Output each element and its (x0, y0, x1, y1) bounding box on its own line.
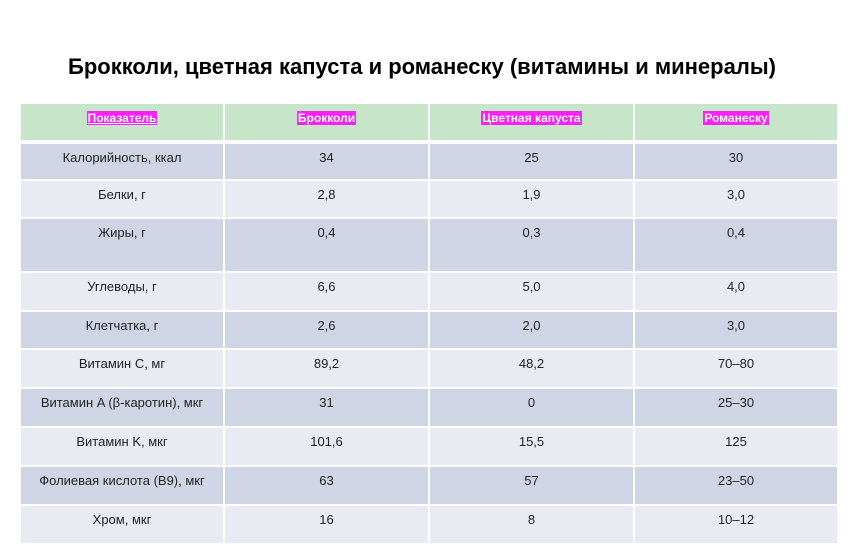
table-cell: Хром, мкг (21, 506, 223, 543)
table-cell: 25 (430, 144, 633, 179)
header-text: Цветная капуста (481, 111, 582, 125)
table-cell: 0,3 (430, 219, 633, 271)
table-cell: Фолиевая кислота (B9), мкг (21, 467, 223, 504)
table-cell: 25–30 (635, 389, 837, 426)
table-cell: 0 (430, 389, 633, 426)
table-cell: 48,2 (430, 350, 633, 387)
table-cell: 63 (225, 467, 428, 504)
header-cell: Романеску (635, 104, 837, 140)
table-cell: Углеводы, г (21, 273, 223, 310)
table-cell: 8 (430, 506, 633, 543)
table-cell: Жиры, г (21, 219, 223, 271)
header-text: Брокколи (296, 111, 357, 125)
table-cell: 89,2 (225, 350, 428, 387)
header-text: Показатель (86, 111, 158, 125)
table-cell: Витамин A (β-каротин), мкг (21, 389, 223, 426)
table-cell: 2,6 (225, 312, 428, 348)
header-cell: Брокколи (225, 104, 428, 140)
table-cell: 16 (225, 506, 428, 543)
table-cell: Витамин C, мг (21, 350, 223, 387)
table-cell: 125 (635, 428, 837, 465)
table-cell: 0,4 (225, 219, 428, 271)
table-cell: 3,0 (635, 312, 837, 348)
table-cell: 70–80 (635, 350, 837, 387)
table-cell: 5,0 (430, 273, 633, 310)
table-cell: 57 (430, 467, 633, 504)
table-cell: 31 (225, 389, 428, 426)
table-cell: Белки, г (21, 181, 223, 217)
header-text: Романеску (703, 111, 769, 125)
table-cell: 10–12 (635, 506, 837, 543)
table-cell: Калорийность, ккал (21, 144, 223, 179)
table-cell: 1,9 (430, 181, 633, 217)
table-cell: 15,5 (430, 428, 633, 465)
table-cell: 30 (635, 144, 837, 179)
table-cell: 34 (225, 144, 428, 179)
table-cell: 23–50 (635, 467, 837, 504)
table-cell: 2,0 (430, 312, 633, 348)
table-cell: 0,4 (635, 219, 837, 271)
table-cell: 4,0 (635, 273, 837, 310)
table-cell: Клетчатка, г (21, 312, 223, 348)
table-cell: Витамин K, мкг (21, 428, 223, 465)
header-cell: Цветная капуста (430, 104, 633, 140)
header-cell: Показатель (21, 104, 223, 140)
table-cell: 6,6 (225, 273, 428, 310)
table-cell: 101,6 (225, 428, 428, 465)
table-cell: 3,0 (635, 181, 837, 217)
title: Брокколи, цветная капуста и романеску (в… (68, 54, 776, 79)
table-cell: 2,8 (225, 181, 428, 217)
